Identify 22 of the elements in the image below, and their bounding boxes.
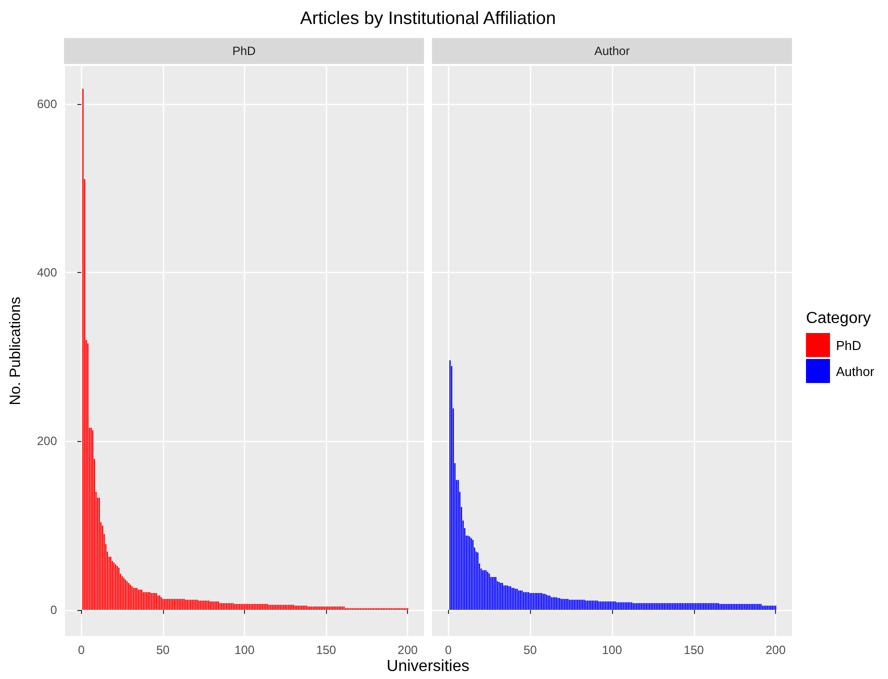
y-tick-label: 0 [50,602,58,617]
x-tick-label: 50 [156,643,170,657]
x-tick-label: 100 [234,643,255,657]
chart-subtitle: PhD [232,44,256,58]
x-tick-label: 0 [78,643,85,657]
x-tick-label: 150 [684,643,704,657]
x-tick-label: 200 [766,643,786,657]
chart-title: Articles by Institutional Affiliation [299,8,557,29]
x-tick-label: 200 [398,643,418,657]
chart-subtitle: Author [594,44,630,58]
x-tick-label: 100 [602,643,622,657]
x-tick-label: 150 [316,643,336,657]
y-tick-label: 600 [36,96,58,111]
y-axis-title: No. Publications [7,296,24,406]
x-tick-label: 50 [524,643,538,657]
y-tick-label: 400 [36,266,58,280]
x-axis-title: Universities [386,658,470,676]
legend-label: Author [836,364,874,378]
legend-label: PhD [836,338,862,352]
y-tick-label: 200 [36,434,58,448]
legend-title: Category [806,310,872,328]
x-tick-label: 0 [445,643,452,657]
